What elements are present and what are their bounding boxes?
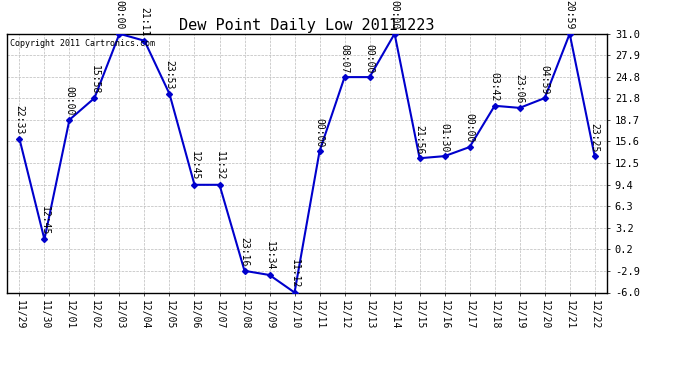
Text: 00:00: 00:00 [390,0,400,30]
Text: 23:06: 23:06 [515,74,524,104]
Text: 23:25: 23:25 [590,123,600,152]
Text: 20:59: 20:59 [564,0,575,30]
Text: 12:45: 12:45 [190,151,199,181]
Text: 00:00: 00:00 [364,44,375,73]
Text: 01:30: 01:30 [440,123,450,152]
Text: 13:34: 13:34 [264,242,275,271]
Text: 15:58: 15:58 [90,64,99,94]
Title: Dew Point Daily Low 20111223: Dew Point Daily Low 20111223 [179,18,435,33]
Text: 23:16: 23:16 [239,237,250,267]
Text: 04:59: 04:59 [540,64,550,94]
Text: 23:53: 23:53 [164,60,175,90]
Text: 08:07: 08:07 [339,44,350,73]
Text: 00:00: 00:00 [464,114,475,143]
Text: 21:11: 21:11 [139,7,150,37]
Text: 21:56: 21:56 [415,125,424,154]
Text: 03:42: 03:42 [490,72,500,102]
Text: 00:00: 00:00 [64,86,75,116]
Text: 12:45: 12:45 [39,206,50,235]
Text: 00:00: 00:00 [315,118,324,147]
Text: Copyright 2011 Cartronics.com: Copyright 2011 Cartronics.com [10,39,155,48]
Text: 11:12: 11:12 [290,259,299,288]
Text: 22:33: 22:33 [14,105,24,135]
Text: 00:00: 00:00 [115,0,124,30]
Text: 11:32: 11:32 [215,151,224,181]
